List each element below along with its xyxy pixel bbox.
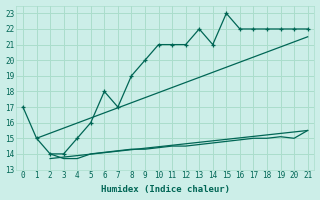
X-axis label: Humidex (Indice chaleur): Humidex (Indice chaleur): [101, 185, 230, 194]
